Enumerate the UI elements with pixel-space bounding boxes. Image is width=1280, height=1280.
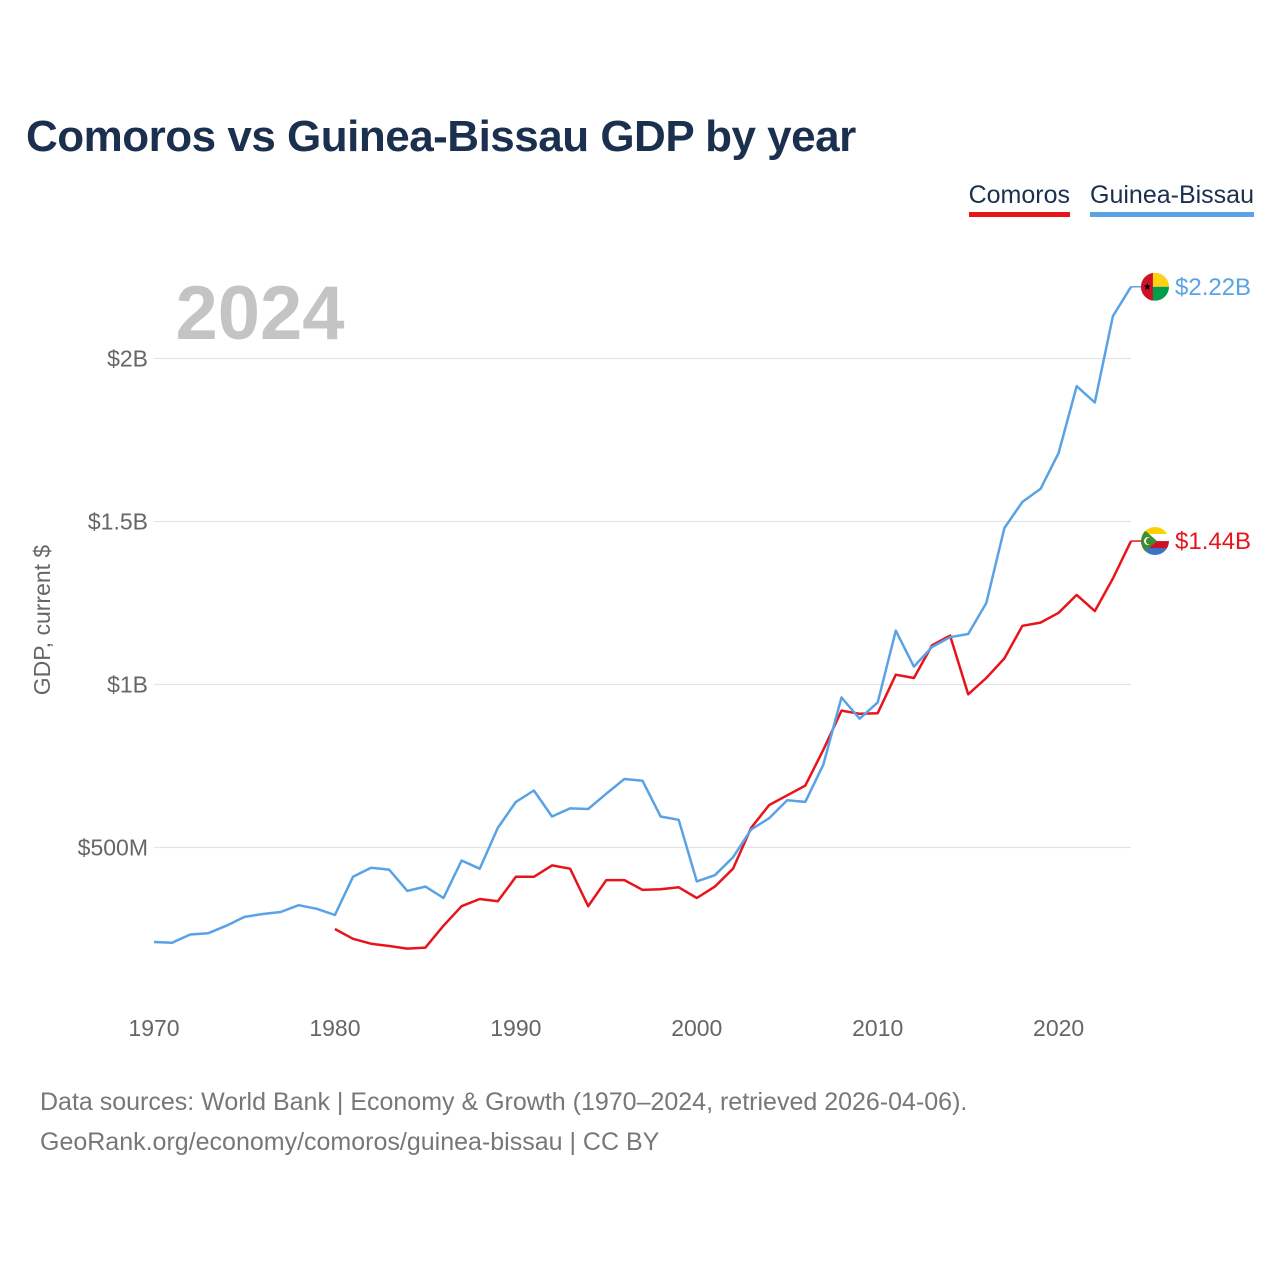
guinea-bissau-flag-icon bbox=[1141, 272, 1169, 301]
x-tick-label: 2000 bbox=[671, 1015, 722, 1041]
comoros-flag-icon bbox=[1141, 527, 1169, 556]
x-tick-label: 2010 bbox=[852, 1015, 903, 1041]
legend-item-guinea-bissau[interactable]: Guinea-Bissau bbox=[1090, 180, 1254, 217]
data-sources: Data sources: World Bank | Economy & Gro… bbox=[40, 1082, 967, 1162]
y-tick-label: $2B bbox=[107, 346, 148, 372]
series-line-guinea-bissau[interactable] bbox=[153, 286, 1133, 944]
end-value-label: $1.44B bbox=[1175, 528, 1251, 555]
legend-item-comoros[interactable]: Comoros bbox=[968, 180, 1071, 217]
y-axis-title: GDP, current $ bbox=[29, 545, 55, 696]
x-tick-label: 1990 bbox=[490, 1015, 541, 1041]
x-tick-label: 2020 bbox=[1033, 1015, 1084, 1041]
current-year-label: 2024 bbox=[175, 271, 344, 356]
y-tick-label: $1.5B bbox=[88, 509, 148, 535]
source-line-2[interactable]: GeoRank.org/economy/comoros/guinea-bissa… bbox=[40, 1128, 660, 1156]
y-tick-label: $500M bbox=[78, 835, 148, 861]
chart-title: Comoros vs Guinea-Bissau GDP by year bbox=[26, 112, 856, 161]
x-tick-label: 1970 bbox=[128, 1015, 179, 1041]
source-line-1: Data sources: World Bank | Economy & Gro… bbox=[40, 1088, 968, 1116]
x-tick-label: 1980 bbox=[309, 1015, 360, 1041]
y-tick-label: $1B bbox=[107, 672, 148, 698]
legend: Comoros Guinea-Bissau bbox=[968, 180, 1254, 217]
end-value-label: $2.22B bbox=[1175, 274, 1251, 301]
series-line-comoros[interactable] bbox=[334, 540, 1133, 950]
